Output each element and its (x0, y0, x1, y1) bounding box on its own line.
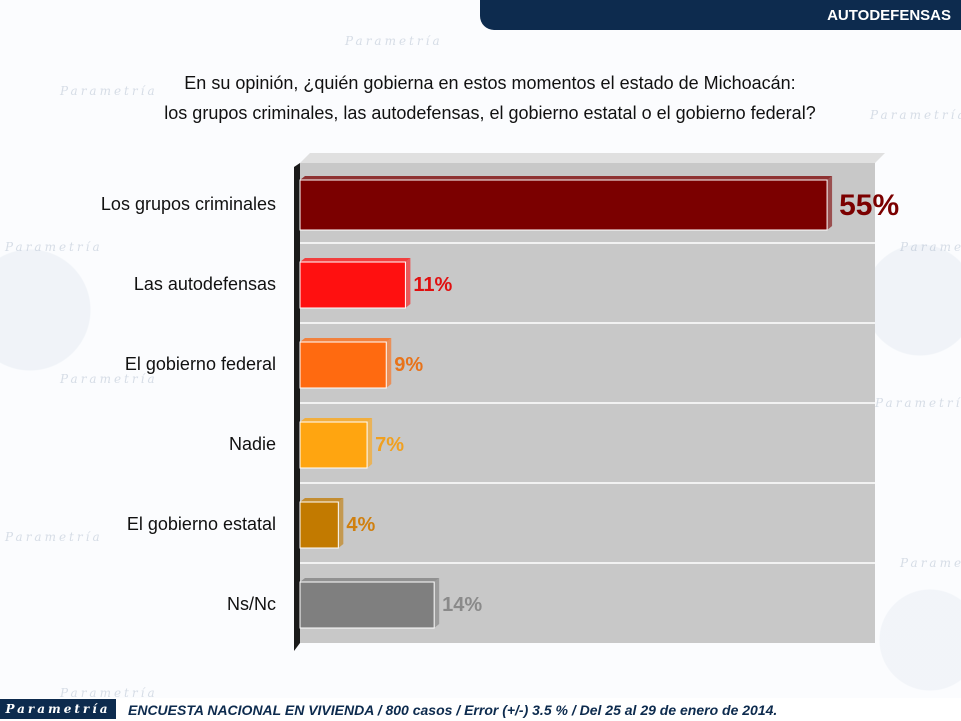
value-label: 9% (394, 354, 423, 376)
footer-logo: Parametría (0, 699, 116, 719)
axis-wall (294, 163, 300, 651)
question-text: En su opinión, ¿quién gobierna en estos … (90, 68, 890, 128)
bar-side-face (827, 176, 833, 230)
watermark: Parametría (875, 396, 961, 410)
bar (299, 341, 387, 389)
category-label: El gobierno estatal (127, 514, 276, 534)
watermark: Parametría (60, 372, 158, 386)
bar (299, 581, 435, 629)
bar (299, 179, 828, 231)
bar-top-face (300, 498, 344, 502)
bar-side-face (434, 578, 440, 628)
bar-top-face (300, 258, 411, 262)
watermark: Parametría (900, 556, 961, 570)
question-line-2: los grupos criminales, las autodefensas,… (164, 103, 816, 123)
bar-top-face (300, 338, 392, 342)
plot-top-face (300, 153, 885, 163)
value-label: 14% (442, 594, 482, 616)
question-line-1: En su opinión, ¿quién gobierna en estos … (184, 73, 796, 93)
bar (299, 261, 406, 309)
bar-side-face (367, 418, 373, 468)
bar-side-face (386, 338, 392, 388)
category-label: El gobierno federal (125, 354, 276, 374)
value-label: 4% (346, 514, 375, 536)
bar-side-face (338, 498, 344, 548)
category-label: Nadie (229, 434, 276, 454)
category-label: Los grupos criminales (101, 194, 276, 214)
bar-side-face (405, 258, 411, 308)
value-label: 55% (839, 189, 899, 222)
bar (299, 501, 339, 549)
watermark: Parametría (900, 240, 961, 254)
footer (0, 698, 961, 721)
watermark: Parametría (5, 530, 103, 544)
bar-top-face (300, 176, 833, 180)
bar-top-face (300, 578, 440, 582)
section-label: AUTODEFENSAS (827, 7, 951, 24)
category-label: Ns/Nc (227, 594, 276, 614)
category-label: Las autodefensas (134, 274, 276, 294)
header-bar: AUTODEFENSAS (480, 0, 961, 30)
bar-top-face (300, 418, 373, 422)
watermark: Parametría (60, 84, 158, 98)
watermark: Parametría (60, 686, 158, 700)
footer-note: ENCUESTA NACIONAL EN VIVIENDA / 800 caso… (128, 702, 778, 718)
value-label: 11% (413, 274, 452, 296)
value-label: 7% (375, 434, 404, 456)
watermark: Parametría (870, 108, 961, 122)
watermark: Parametría (345, 34, 443, 48)
watermark: Parametría (5, 240, 103, 254)
bar (299, 421, 368, 469)
